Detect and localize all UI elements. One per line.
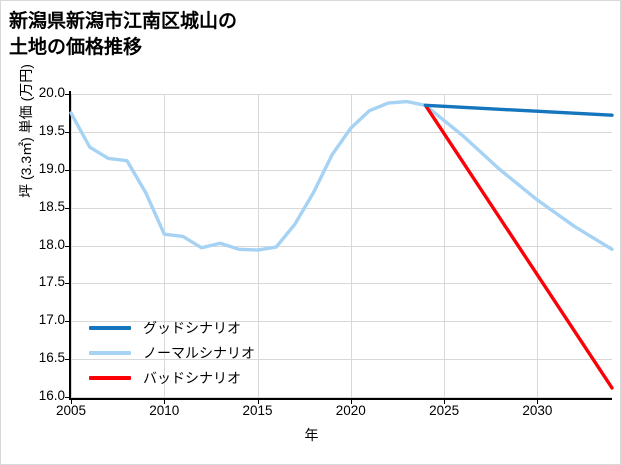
y-tick-label: 18.0 xyxy=(38,236,65,252)
x-tick-mark xyxy=(257,400,259,404)
legend-swatch xyxy=(89,350,131,355)
x-axis-line xyxy=(69,398,612,400)
y-tick-mark xyxy=(65,207,69,209)
legend-swatch xyxy=(89,375,131,380)
y-tick-mark xyxy=(65,169,69,171)
gridline-horizontal xyxy=(71,94,612,95)
y-tick-mark xyxy=(65,245,69,247)
legend-item[interactable]: バッドシナリオ xyxy=(89,365,299,390)
gridline-horizontal xyxy=(71,169,612,171)
legend-label: バッドシナリオ xyxy=(143,369,241,386)
y-tick-label: 18.5 xyxy=(38,198,65,214)
series-line xyxy=(423,103,614,390)
gridline-horizontal xyxy=(71,283,612,285)
x-tick-label: 2020 xyxy=(335,403,366,418)
gridline-horizontal xyxy=(71,245,612,247)
y-tick-label: 19.5 xyxy=(38,122,65,138)
x-tick-mark xyxy=(444,400,446,404)
legend-label: グッドシナリオ xyxy=(143,319,241,336)
gridline-horizontal xyxy=(71,131,612,133)
y-tick-mark xyxy=(65,94,69,95)
gridline-horizontal xyxy=(71,397,612,398)
y-tick-label: 20.0 xyxy=(38,85,65,100)
series-line xyxy=(69,99,614,252)
legend-swatch xyxy=(89,325,131,330)
y-tick-label: 16.5 xyxy=(38,350,65,366)
y-tick-label: 16.0 xyxy=(38,388,65,403)
gridline-vertical xyxy=(537,94,539,397)
x-tick-mark xyxy=(71,400,72,404)
gridline-horizontal xyxy=(71,321,612,323)
x-tick-label: 2030 xyxy=(522,403,553,418)
x-tick-mark xyxy=(537,400,539,404)
y-tick-mark xyxy=(65,397,69,398)
legend-label: ノーマルシナリオ xyxy=(143,344,255,361)
legend-item[interactable]: グッドシナリオ xyxy=(89,315,299,340)
plot-area xyxy=(71,94,612,398)
y-axis-ticks: 16.0 16.5 17.0 17.5 18.0 18.5 19.0 19.5 20.0 xyxy=(21,1,65,464)
x-tick-label: 2015 xyxy=(242,403,273,418)
chart-title: 新潟県新潟市江南区城山の 土地の価格推移 xyxy=(9,11,238,58)
gridline-vertical xyxy=(71,94,72,397)
x-tick-mark xyxy=(350,400,352,404)
y-axis-line xyxy=(69,91,71,400)
y-tick-mark xyxy=(65,321,69,323)
x-tick-label: 2010 xyxy=(149,403,180,418)
gridline-vertical xyxy=(444,94,446,397)
gridline-vertical xyxy=(257,94,259,397)
series-line xyxy=(423,103,614,117)
x-tick-label: 2025 xyxy=(429,403,460,418)
x-tick-label: 2005 xyxy=(55,403,87,418)
y-tick-mark xyxy=(65,283,69,285)
legend-item[interactable]: ノーマルシナリオ xyxy=(89,340,299,365)
y-tick-mark xyxy=(65,359,69,361)
x-axis-label: 年 xyxy=(304,427,319,443)
y-tick-label: 17.0 xyxy=(38,312,65,328)
y-tick-mark xyxy=(65,131,69,133)
y-tick-label: 19.0 xyxy=(38,160,65,176)
gridline-horizontal xyxy=(71,207,612,209)
y-tick-label: 17.5 xyxy=(38,274,65,290)
chart-legend: グッドシナリオ ノーマルシナリオ バッドシナリオ xyxy=(89,315,299,390)
gridline-vertical xyxy=(164,94,166,397)
gridline-vertical xyxy=(350,94,352,397)
gridline-horizontal xyxy=(71,359,612,361)
x-tick-mark xyxy=(164,400,166,404)
